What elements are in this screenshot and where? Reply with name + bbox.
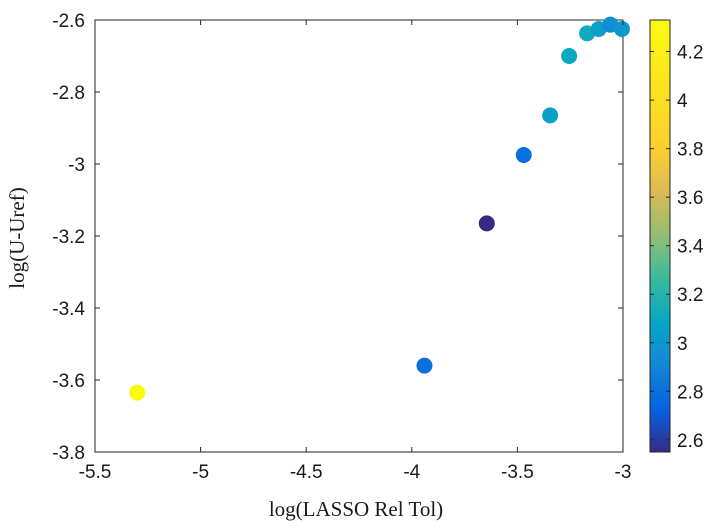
plot-frame <box>94 19 624 453</box>
y-tick-label-5: -2.8 <box>52 83 85 104</box>
x-tick-label-2: -4.5 <box>290 462 323 483</box>
colorbar-tick-label-6: 3.8 <box>677 140 703 161</box>
data-point-4 <box>542 107 559 124</box>
data-point-0 <box>129 384 146 401</box>
y-tick-label-2: -3.4 <box>52 299 85 320</box>
data-point-3 <box>515 147 532 163</box>
data-point-5 <box>561 48 578 64</box>
data-point-1 <box>416 357 433 374</box>
x-tick-label-1: -5 <box>192 462 209 483</box>
x-tick-label-0: -5.5 <box>79 462 112 483</box>
x-tick-label-3: -4 <box>403 462 420 483</box>
colorbar-tick-label-5: 3.6 <box>677 188 703 209</box>
colorbar: 2.6 2.8 3 3.2 3.4 3.6 3.8 4 4.2 <box>649 19 704 453</box>
colorbar-tick-label-0: 2.6 <box>677 431 703 452</box>
data-point-2 <box>478 215 495 232</box>
colorbar-tick-label-4: 3.4 <box>677 237 704 258</box>
y-axis-label: log(U-Uref) <box>5 187 29 288</box>
colorbar-tick-label-2: 3 <box>677 334 688 355</box>
colorbar-gradient <box>649 19 671 453</box>
plot-area <box>94 19 624 453</box>
y-tick-label-0: -3.8 <box>52 443 85 464</box>
y-tick-label-3: -3.2 <box>52 227 85 248</box>
data-points <box>129 16 630 401</box>
colorbar-tick-label-8: 4.2 <box>677 43 703 64</box>
colorbar-tick-label-3: 3.2 <box>677 285 703 306</box>
y-tick-label-1: -3.6 <box>52 371 85 392</box>
x-axis-label: log(LASSO Rel Tol) <box>269 497 443 521</box>
y-tick-label-6: -2.6 <box>52 11 85 32</box>
colorbar-tick-label-7: 4 <box>677 91 688 112</box>
data-point-9 <box>613 21 630 37</box>
x-tick-label-5: -3 <box>615 462 632 483</box>
colorbar-tick-label-1: 2.8 <box>677 382 703 403</box>
x-tick-label-4: -3.5 <box>501 462 534 483</box>
axis-ticks: -5.5 -5 -4.5 -4 -3.5 -3 -3.8 -3.6 -3.4 -3.2 -3 -2.8… <box>52 11 631 483</box>
y-tick-label-4: -3 <box>68 155 85 176</box>
